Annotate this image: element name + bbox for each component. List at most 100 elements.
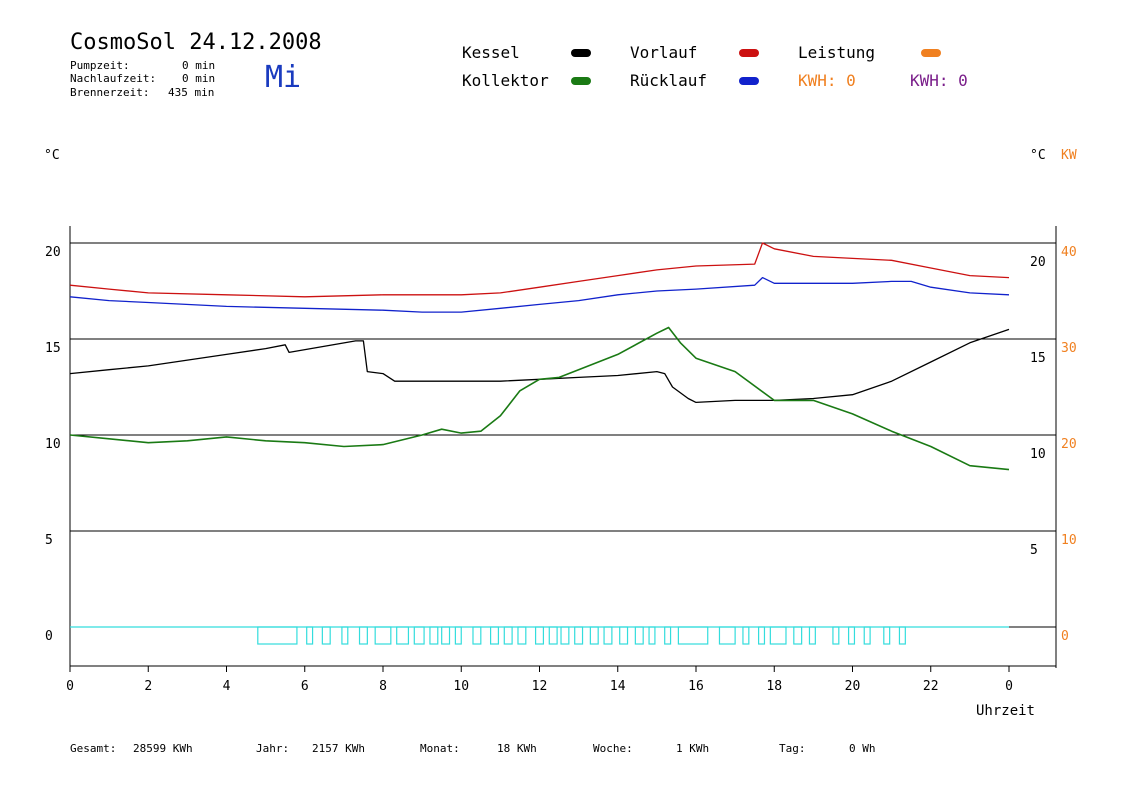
- monat-label: Monat:: [420, 742, 460, 755]
- pump-pulse: [321, 626, 331, 645]
- gesamt-label: Gesamt:: [70, 742, 117, 755]
- woche-value: 1 KWh: [676, 742, 710, 755]
- pump-pulse: [793, 626, 803, 645]
- y-tick-label-right-kw: 40: [1061, 245, 1077, 260]
- legend-kessel-label: Kessel: [462, 43, 520, 62]
- brennerzeit-label: Brennerzeit:: [70, 86, 150, 99]
- legend-kollektor-label: Kollektor: [462, 71, 549, 90]
- pump-pulse: [589, 626, 599, 645]
- pump-pulse: [808, 626, 816, 645]
- pump-pulse: [769, 626, 787, 645]
- pump-pulse: [847, 626, 856, 645]
- pump-pulse: [517, 626, 527, 645]
- pump-pulse: [257, 626, 298, 645]
- legend-vorlauf-swatch: [739, 49, 759, 57]
- pump-pulse: [560, 626, 570, 645]
- right-axis-unit-kw: KW: [1061, 148, 1077, 163]
- x-tick-label: 0: [66, 679, 74, 694]
- y-tick-label-left: 15: [45, 341, 61, 356]
- y-tick-label-right-c: 20: [1030, 255, 1046, 270]
- kwh-purple-value: KWH: 0: [910, 71, 968, 90]
- y-tick-label-right-c: 15: [1030, 351, 1046, 366]
- pump-pulse: [898, 626, 906, 645]
- x-tick-label: 20: [845, 679, 861, 694]
- pump-pulse: [534, 626, 545, 645]
- pump-pulse: [757, 626, 766, 645]
- pump-pulse: [664, 626, 672, 645]
- pump-pulse: [648, 626, 656, 645]
- y-tick-label-left: 5: [45, 533, 53, 548]
- pump-pulse: [358, 626, 368, 645]
- jahr-value: 2157 KWh: [312, 742, 365, 755]
- x-tick-label: 8: [379, 679, 387, 694]
- pump-pulse: [574, 626, 584, 645]
- y-tick-label-right-kw: 30: [1061, 341, 1077, 356]
- left-axis-unit: °C: [44, 148, 60, 163]
- page-title: CosmoSol 24.12.2008: [70, 30, 322, 55]
- y-tick-label-left: 10: [45, 437, 61, 452]
- monat-value: 18 KWh: [497, 742, 537, 755]
- pump-pulse: [742, 626, 750, 645]
- pump-pulse: [472, 626, 482, 645]
- pumpzeit-label: Pumpzeit:: [70, 59, 130, 72]
- pump-pulse: [441, 626, 451, 645]
- x-tick-label: 22: [923, 679, 939, 694]
- x-tick-label: 2: [144, 679, 152, 694]
- y-tick-label-right-kw: 20: [1061, 437, 1077, 452]
- y-tick-label-left: 20: [45, 245, 61, 260]
- legend-leistung-label: Leistung: [798, 43, 876, 62]
- pumpzeit-value: 0 min: [182, 59, 216, 72]
- legend-kessel-swatch: [571, 49, 591, 57]
- y-tick-label-right-kw: 10: [1061, 533, 1077, 548]
- x-tick-label: 12: [532, 679, 548, 694]
- pump-pulse: [413, 626, 425, 645]
- legend-vorlauf-label: Vorlauf: [630, 43, 698, 62]
- pump-pulse: [489, 626, 500, 645]
- weekday-label: Mi: [265, 60, 302, 95]
- y-tick-label-right-c: 5: [1030, 543, 1038, 558]
- x-tick-label: 16: [688, 679, 704, 694]
- pump-pulse: [341, 626, 349, 645]
- pump-pulse: [677, 626, 709, 645]
- x-tick-label: 14: [610, 679, 626, 694]
- nachlaufzeit-label: Nachlaufzeit:: [70, 72, 157, 85]
- pump-pulse: [863, 626, 871, 645]
- pump-pulse: [503, 626, 513, 645]
- pump-pulse: [396, 626, 410, 645]
- pump-pulse: [429, 626, 439, 645]
- series-line-kessel: [69, 328, 1010, 404]
- pump-pulse: [306, 626, 314, 645]
- brennerzeit-value: 435 min: [168, 86, 215, 99]
- pump-pulse: [883, 626, 891, 645]
- pump-pulse: [619, 626, 629, 645]
- pump-pulse: [718, 626, 736, 645]
- tag-value: 0 Wh: [849, 742, 876, 755]
- legend-ruecklauf-swatch: [739, 77, 759, 85]
- pump-pulse: [634, 626, 644, 645]
- x-tick-label: 10: [453, 679, 469, 694]
- pump-pulse: [454, 626, 462, 645]
- x-tick-label: 6: [301, 679, 309, 694]
- x-tick-label: 0: [1005, 679, 1013, 694]
- pump-pulse: [548, 626, 558, 645]
- series-line-vorlauf: [69, 242, 1010, 298]
- jahr-label: Jahr:: [256, 742, 290, 755]
- right-axis-unit-c: °C: [1030, 148, 1046, 163]
- gesamt-value: 28599 KWh: [133, 742, 193, 755]
- y-tick-label-right-c: 10: [1030, 447, 1046, 462]
- legend-ruecklauf-label: Rücklauf: [630, 71, 708, 90]
- legend-kollektor-swatch: [571, 77, 591, 85]
- legend-leistung-swatch: [921, 49, 941, 57]
- x-tick-label: 4: [223, 679, 231, 694]
- kwh-orange-value: KWH: 0: [798, 71, 856, 90]
- x-axis-label: Uhrzeit: [976, 703, 1035, 719]
- pump-pulse: [374, 626, 392, 645]
- x-tick-label: 18: [766, 679, 782, 694]
- woche-label: Woche:: [593, 742, 633, 755]
- y-tick-label-right-kw: 0: [1061, 629, 1069, 644]
- series-line-rücklauf: [69, 276, 1010, 313]
- tag-label: Tag:: [779, 742, 806, 755]
- series-line-kollektor: [69, 326, 1010, 471]
- pump-pulse: [832, 626, 840, 645]
